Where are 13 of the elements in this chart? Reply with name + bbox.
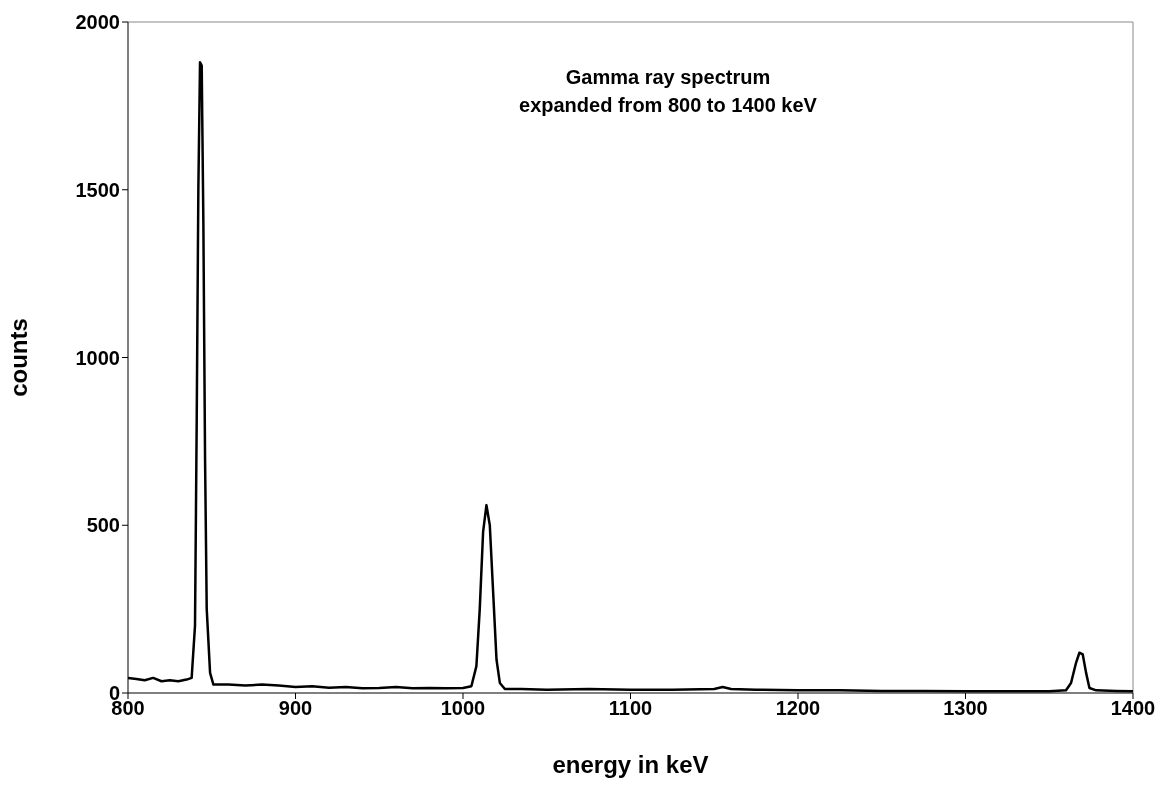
y-tick-label: 500 <box>86 514 120 537</box>
x-tick-label: 1200 <box>775 697 821 720</box>
y-axis-title: counts <box>4 318 32 397</box>
x-tick-label: 900 <box>278 697 313 720</box>
y-tick-label: 1000 <box>75 346 120 369</box>
y-tick-label: 2000 <box>75 11 120 34</box>
x-tick-label: 1400 <box>1110 697 1156 720</box>
x-tick-label: 1000 <box>440 697 486 720</box>
x-tick-label: 1100 <box>608 697 653 720</box>
text: Gamma ray spectrum expanded from 800 to 1400 keV <box>518 65 818 118</box>
x-axis-title: energy in keV <box>552 751 709 778</box>
x-tick-label: 1300 <box>943 697 988 720</box>
y-tick-label: 1500 <box>75 178 120 201</box>
